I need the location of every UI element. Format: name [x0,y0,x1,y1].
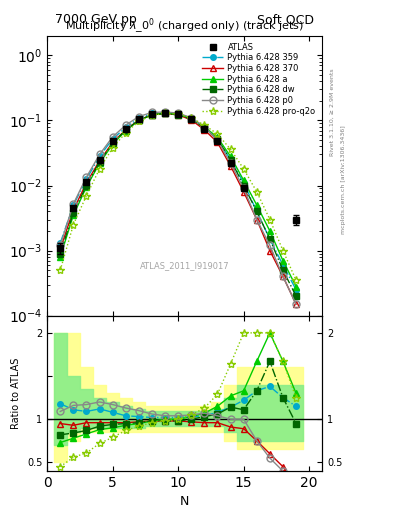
Title: Multiplicity $\lambda\_0^0$ (charged only) (track jets): Multiplicity $\lambda\_0^0$ (charged onl… [65,16,304,36]
X-axis label: N: N [180,496,189,508]
Text: 7000 GeV pp: 7000 GeV pp [55,13,137,26]
Text: Rivet 3.1.10, ≥ 2.9M events: Rivet 3.1.10, ≥ 2.9M events [330,69,334,157]
Y-axis label: Ratio to ATLAS: Ratio to ATLAS [11,358,21,429]
Text: Soft QCD: Soft QCD [257,13,314,26]
Text: mcplots.cern.ch [arXiv:1306.3436]: mcplots.cern.ch [arXiv:1306.3436] [342,125,346,233]
Legend: ATLAS, Pythia 6.428 359, Pythia 6.428 370, Pythia 6.428 a, Pythia 6.428 dw, Pyth: ATLAS, Pythia 6.428 359, Pythia 6.428 37… [200,40,318,118]
Text: ATLAS_2011_I919017: ATLAS_2011_I919017 [140,261,230,270]
